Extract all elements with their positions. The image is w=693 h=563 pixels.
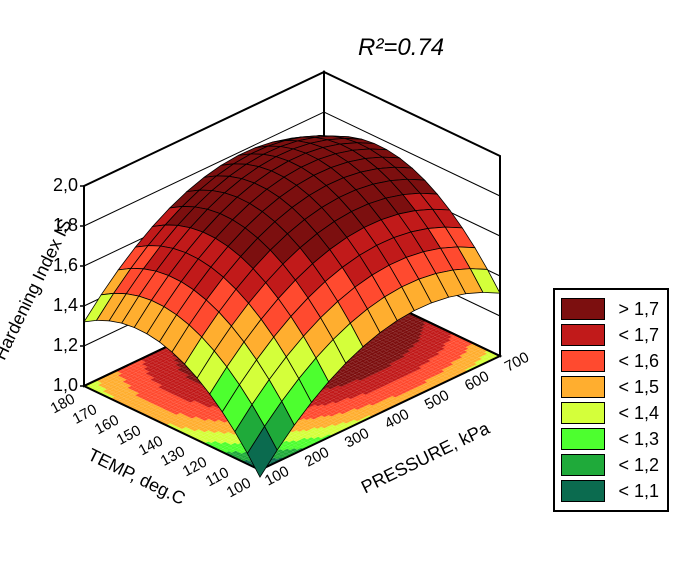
legend-label: < 1,2 bbox=[613, 455, 659, 476]
svg-text:700: 700 bbox=[502, 349, 532, 376]
legend-row: < 1,4 bbox=[561, 400, 659, 426]
svg-text:1,2: 1,2 bbox=[53, 335, 78, 355]
legend-label: > 1,7 bbox=[613, 299, 659, 320]
legend-swatch bbox=[561, 402, 605, 424]
legend-label: < 1,6 bbox=[613, 351, 659, 372]
legend-row: > 1,7 bbox=[561, 296, 659, 322]
legend-label: < 1,7 bbox=[613, 325, 659, 346]
legend-row: < 1,7 bbox=[561, 322, 659, 348]
svg-text:PRESSURE, kPa: PRESSURE, kPa bbox=[358, 417, 494, 497]
legend-swatch bbox=[561, 298, 605, 320]
legend-swatch bbox=[561, 480, 605, 502]
legend-swatch bbox=[561, 454, 605, 476]
svg-text:2,0: 2,0 bbox=[53, 175, 78, 195]
legend-row: < 1,6 bbox=[561, 348, 659, 374]
color-legend: > 1,7 < 1,7 < 1,6 < 1,5 < 1,4 < 1,3 < 1,… bbox=[553, 288, 669, 512]
svg-text:1,4: 1,4 bbox=[53, 295, 78, 315]
legend-swatch bbox=[561, 350, 605, 372]
legend-label: < 1,4 bbox=[613, 403, 659, 424]
legend-row: < 1,5 bbox=[561, 374, 659, 400]
legend-row: < 1,1 bbox=[561, 478, 659, 504]
legend-label: < 1,5 bbox=[613, 377, 659, 398]
surface-mesh bbox=[84, 136, 500, 478]
legend-label: < 1,1 bbox=[613, 481, 659, 502]
legend-row: < 1,3 bbox=[561, 426, 659, 452]
legend-swatch bbox=[561, 428, 605, 450]
legend-row: < 1,2 bbox=[561, 452, 659, 478]
legend-swatch bbox=[561, 376, 605, 398]
legend-swatch bbox=[561, 324, 605, 346]
legend-label: < 1,3 bbox=[613, 429, 659, 450]
